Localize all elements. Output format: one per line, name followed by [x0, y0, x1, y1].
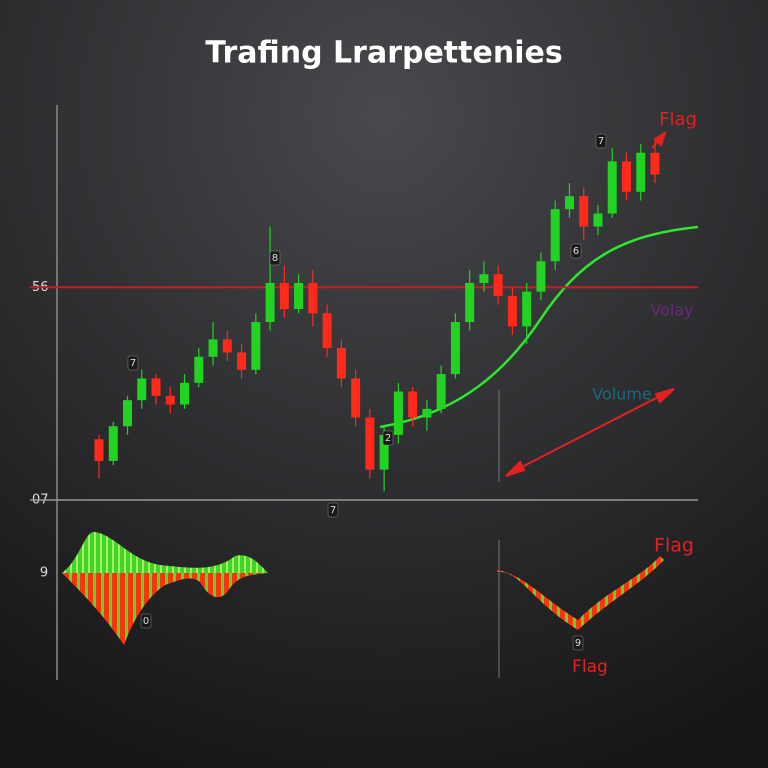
candle-body	[194, 356, 204, 383]
annotation: Flag	[659, 109, 697, 130]
flag-arrow	[651, 130, 667, 149]
marker-box	[382, 430, 394, 446]
candle-body	[94, 439, 104, 461]
candle-body	[294, 282, 304, 310]
annotation: Flag	[572, 657, 608, 677]
candle-body	[137, 378, 147, 401]
candle-body	[265, 282, 275, 323]
marker-box	[572, 635, 584, 651]
candle-body	[365, 417, 375, 470]
candle-body	[422, 408, 432, 418]
candle-body	[465, 282, 475, 323]
candle-body	[308, 282, 318, 314]
marker-box	[570, 243, 582, 259]
candle-body	[351, 378, 361, 418]
candle-body	[208, 339, 218, 357]
moving-average	[379, 225, 699, 429]
candle-body	[621, 161, 631, 192]
annotation: 7	[130, 358, 136, 369]
annotation: Volay	[650, 301, 693, 320]
candle-body	[123, 400, 133, 427]
candle-body	[522, 291, 532, 327]
candle-body	[450, 322, 460, 375]
annotation: Volume	[592, 385, 652, 404]
candle-body	[607, 161, 617, 214]
marker-box	[140, 613, 152, 629]
candle-body	[279, 282, 289, 310]
candle-body	[479, 274, 489, 283]
candle-body	[507, 295, 517, 327]
annotation: 0	[143, 616, 149, 627]
annotation: 8	[272, 253, 278, 264]
annotation: 6	[573, 246, 579, 257]
double-arrow	[505, 388, 675, 477]
marker-box	[327, 502, 339, 518]
candle-body	[650, 152, 660, 175]
annotation: 9	[575, 638, 581, 649]
annotation: 7	[330, 505, 336, 516]
candle-body	[322, 313, 332, 349]
candle-body	[336, 348, 346, 379]
annotation: 9	[40, 566, 48, 581]
candle-body	[579, 196, 589, 227]
marker-box	[595, 133, 607, 149]
candle-body	[564, 196, 574, 210]
candle-body	[251, 322, 261, 370]
candle-body	[108, 426, 118, 461]
candle-body	[593, 213, 603, 227]
candle-body	[393, 391, 403, 435]
marker-box	[127, 355, 139, 371]
annotation: 7	[598, 136, 604, 147]
oscillator-down	[62, 573, 268, 645]
candle-body	[379, 434, 389, 470]
marker-box	[269, 250, 281, 266]
chart-title: Trafing Lrarpettenies	[205, 36, 562, 71]
annotation: 2	[385, 433, 391, 444]
candle-body	[493, 274, 503, 296]
candle-body	[408, 391, 418, 418]
candle-body	[237, 352, 247, 370]
candle-body	[636, 152, 646, 192]
candle-body	[550, 209, 560, 262]
candle-body	[436, 374, 446, 409]
oscillator-up	[62, 531, 268, 573]
candle-body	[222, 339, 232, 353]
annotation: Flag	[654, 535, 694, 557]
candle-body	[165, 395, 175, 405]
candle-body	[536, 261, 546, 292]
candle-body	[151, 378, 161, 396]
candle-body	[180, 382, 190, 405]
